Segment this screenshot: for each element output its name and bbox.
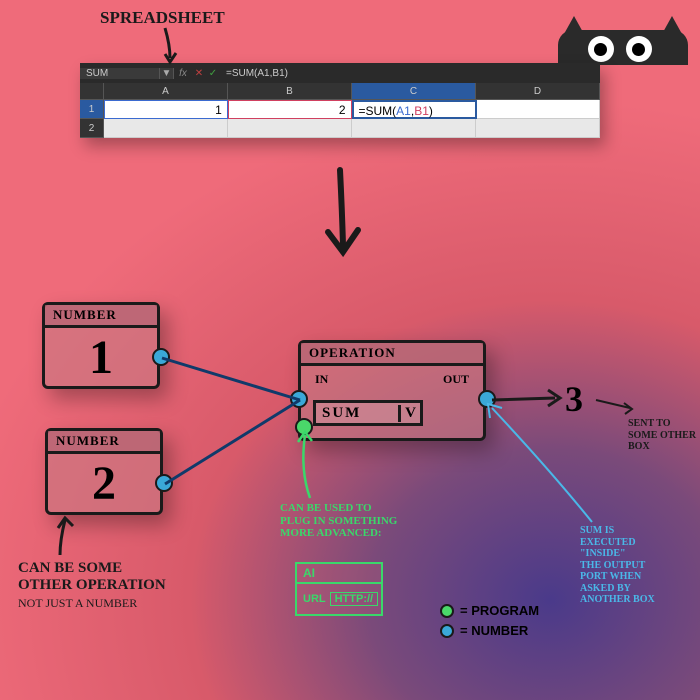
legend-program: = PROGRAM <box>440 603 539 618</box>
number-box-2-value: 2 <box>48 454 160 512</box>
row-2-header[interactable]: 2 <box>80 119 104 138</box>
operation-dropdown-label: SUM <box>316 405 398 422</box>
port-num2-out[interactable] <box>155 474 173 492</box>
spreadsheet: SUM ▼ fx ✕ ✓ =SUM(A1,B1) A B C D 1 1 2 =… <box>80 63 600 138</box>
number-box-1-header: NUMBER <box>45 305 157 328</box>
column-headers: A B C D <box>80 83 600 100</box>
ai-box-header: AI <box>297 564 381 584</box>
formula-bar: SUM ▼ fx ✕ ✓ =SUM(A1,B1) <box>80 63 600 83</box>
name-dropdown-icon[interactable]: ▼ <box>160 68 174 79</box>
col-a[interactable]: A <box>104 83 228 100</box>
legend-number: = NUMBER <box>440 623 528 638</box>
number-box-2[interactable]: NUMBER 2 <box>45 428 163 515</box>
col-b[interactable]: B <box>228 83 352 100</box>
accept-icon[interactable]: ✓ <box>206 68 220 79</box>
cell-d2[interactable] <box>476 119 600 138</box>
number-box-1[interactable]: NUMBER 1 <box>42 302 160 389</box>
ai-url-value: HTTP:// <box>330 592 379 606</box>
row-1-header[interactable]: 1 <box>80 100 104 119</box>
cell-a2[interactable] <box>104 119 228 138</box>
anno-sum-exec: SUM ISEXECUTED"INSIDE"THE OUTPUTPORT WHE… <box>580 525 655 606</box>
name-box[interactable]: SUM <box>80 68 160 79</box>
fx-icon[interactable]: fx <box>174 68 192 79</box>
cell-c1[interactable]: =SUM(A1,B1) <box>352 100 478 119</box>
operation-box[interactable]: OPERATION IN OUT SUM V <box>298 340 486 441</box>
row-1: 1 1 2 =SUM(A1,B1) <box>80 100 600 119</box>
ai-box: AI URL HTTP:// <box>295 562 383 616</box>
row-2: 2 <box>80 119 600 138</box>
port-op-out[interactable] <box>478 390 496 408</box>
anno-can-be-used: CAN BE USED TOPLUG IN SOMETHINGMORE ADVA… <box>280 502 397 540</box>
ai-url-label: URL <box>303 593 326 605</box>
cancel-icon[interactable]: ✕ <box>192 68 206 79</box>
col-c[interactable]: C <box>352 83 476 100</box>
number-box-1-value: 1 <box>45 328 157 386</box>
port-num1-out[interactable] <box>152 348 170 366</box>
legend-number-dot <box>440 624 454 638</box>
port-op-program[interactable] <box>295 418 313 436</box>
port-op-in[interactable] <box>290 390 308 408</box>
out-port-label: OUT <box>443 372 469 387</box>
in-port-label: IN <box>315 372 328 387</box>
formula-input[interactable]: =SUM(A1,B1) <box>220 68 600 79</box>
anno-can-be-other-line: CAN BE SOMEOTHER OPERATION <box>18 560 166 593</box>
spreadsheet-label: SPREADSHEET <box>100 8 225 28</box>
result-value: 3 <box>565 378 583 420</box>
chevron-down-icon: V <box>398 405 420 422</box>
anno-can-be-other: CAN BE SOMEOTHER OPERATION NOT JUST A NU… <box>18 560 166 612</box>
cell-a1[interactable]: 1 <box>104 100 228 119</box>
col-d[interactable]: D <box>476 83 600 100</box>
cell-b2[interactable] <box>228 119 352 138</box>
legend-program-dot <box>440 604 454 618</box>
operation-box-header: OPERATION <box>301 343 483 366</box>
number-box-2-header: NUMBER <box>48 431 160 454</box>
anno-can-be-other-sub: NOT JUST A NUMBER <box>18 596 137 610</box>
anno-sent-to: SENT TOSOME OTHERBOX <box>628 418 696 453</box>
operation-dropdown[interactable]: SUM V <box>313 400 423 426</box>
cell-d1[interactable] <box>477 100 600 119</box>
cell-b1[interactable]: 2 <box>228 100 352 119</box>
cell-c2[interactable] <box>352 119 476 138</box>
cat-decoration <box>558 30 688 65</box>
